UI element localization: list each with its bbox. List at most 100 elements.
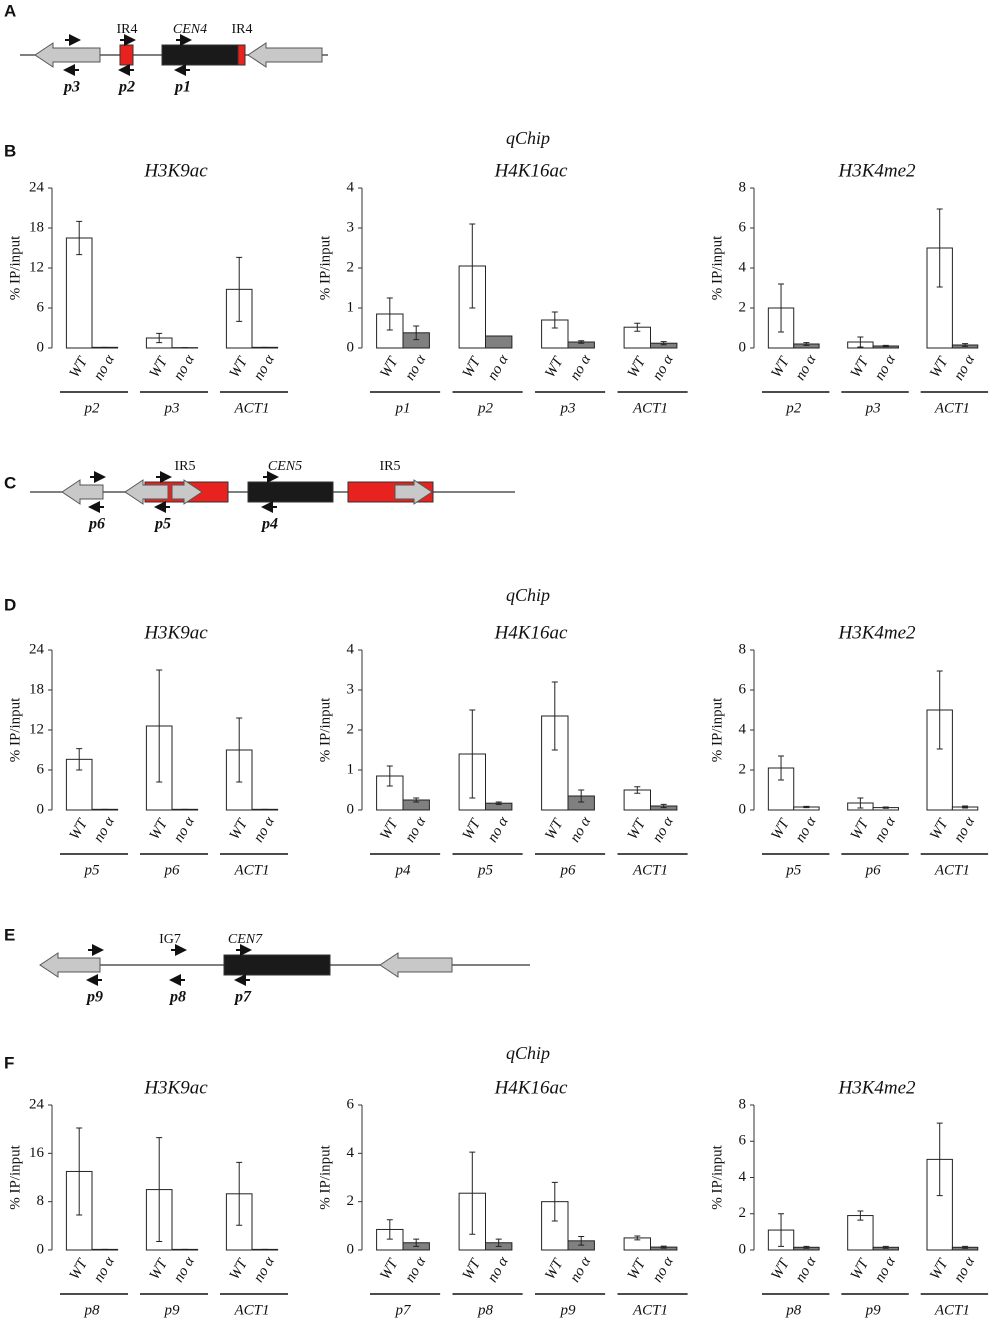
y-tick-label: 3 xyxy=(347,681,355,697)
group-label: ACT1 xyxy=(632,862,668,878)
x-tick-label: WT xyxy=(67,353,92,380)
x-tick-label: no α xyxy=(650,813,678,845)
x-tick-label: WT xyxy=(768,1255,793,1282)
panel-label: A xyxy=(4,1,16,20)
y-tick-label: 12 xyxy=(29,259,44,275)
error-bar xyxy=(551,1181,558,1222)
x-tick-label: no α xyxy=(171,351,199,383)
group-label: p9 xyxy=(865,1302,882,1318)
x-tick-label: WT xyxy=(460,353,485,380)
group-label: p6 xyxy=(865,862,882,878)
x-tick-label: no α xyxy=(792,813,820,845)
region-label: IG7 xyxy=(159,932,181,947)
error-bar xyxy=(469,223,476,309)
error-bar xyxy=(882,1245,889,1249)
error-bar xyxy=(634,786,641,794)
x-tick-label: no α xyxy=(171,813,199,845)
bar xyxy=(847,1215,874,1251)
section-title: qChip xyxy=(506,585,550,605)
region-box xyxy=(247,481,334,503)
x-tick-label: WT xyxy=(927,815,952,842)
error-bar xyxy=(857,336,864,348)
element-arrow xyxy=(379,952,453,978)
group-label: p2 xyxy=(477,400,494,416)
x-tick-label: WT xyxy=(768,815,793,842)
x-tick-label: WT xyxy=(625,815,650,842)
x-tick-label: no α xyxy=(567,351,595,383)
x-tick-label: WT xyxy=(848,1255,873,1282)
y-axis-label: % IP/input xyxy=(7,1144,23,1209)
group-label: ACT1 xyxy=(233,400,269,416)
x-tick-label: no α xyxy=(951,1253,979,1285)
error-bar xyxy=(778,755,785,781)
group-label: p6 xyxy=(164,862,181,878)
x-tick-label: no α xyxy=(251,351,279,383)
y-tick-label: 2 xyxy=(739,299,747,315)
panel-label: F xyxy=(4,1053,14,1072)
x-tick-label: WT xyxy=(67,815,92,842)
y-axis-label: % IP/input xyxy=(709,1144,725,1209)
error-bar xyxy=(857,797,864,809)
y-tick-label: 0 xyxy=(37,339,45,355)
x-tick-label: no α xyxy=(402,813,430,845)
group-label: ACT1 xyxy=(934,862,970,878)
x-tick-label: WT xyxy=(460,815,485,842)
chart-title: H3K9ac xyxy=(143,160,208,181)
y-tick-label: 8 xyxy=(739,1096,747,1112)
y-axis-label: % IP/input xyxy=(709,235,725,300)
y-tick-label: 12 xyxy=(29,721,44,737)
error-bar xyxy=(156,669,163,783)
error-bar xyxy=(778,283,785,333)
bar xyxy=(485,335,513,349)
primer-label: p9 xyxy=(85,989,103,1006)
group-label: p8 xyxy=(477,1302,494,1318)
y-tick-label: 0 xyxy=(347,339,355,355)
region-label: IR4 xyxy=(117,22,138,37)
x-tick-label: WT xyxy=(227,1255,252,1282)
primer-label: p2 xyxy=(117,79,135,96)
chart-title: H3K9ac xyxy=(143,1077,208,1098)
region-box xyxy=(119,44,134,66)
group-label: p5 xyxy=(84,862,101,878)
element-arrow xyxy=(39,952,101,978)
x-tick-label: no α xyxy=(567,813,595,845)
group-label: p8 xyxy=(84,1302,101,1318)
bar xyxy=(65,237,93,349)
x-tick-label: WT xyxy=(625,1255,650,1282)
region-label: IR5 xyxy=(380,459,401,474)
bar xyxy=(376,775,404,811)
primer-label: p8 xyxy=(168,989,186,1006)
element-arrow xyxy=(34,42,101,68)
x-tick-label: no α xyxy=(402,1253,430,1285)
x-tick-label: WT xyxy=(848,353,873,380)
error-bar xyxy=(660,1245,667,1249)
element-arrow xyxy=(394,479,433,505)
y-tick-label: 6 xyxy=(739,681,747,697)
error-bar xyxy=(778,1213,785,1247)
x-tick-label: WT xyxy=(542,353,567,380)
y-tick-label: 8 xyxy=(739,179,747,195)
y-tick-label: 18 xyxy=(29,681,44,697)
y-tick-label: 2 xyxy=(739,761,747,777)
x-tick-label: no α xyxy=(171,1253,199,1285)
group-label: p2 xyxy=(84,400,101,416)
y-tick-label: 8 xyxy=(37,1193,45,1209)
error-bar xyxy=(936,670,943,750)
group-label: ACT1 xyxy=(233,1302,269,1318)
region-label: CEN4 xyxy=(173,22,207,37)
error-bar xyxy=(413,325,420,341)
x-tick-label: WT xyxy=(377,353,402,380)
bar xyxy=(926,1158,953,1251)
error-bar xyxy=(236,1161,243,1226)
x-tick-label: WT xyxy=(460,1255,485,1282)
section-title: qChip xyxy=(506,128,550,148)
panel-label: B xyxy=(4,141,16,160)
group-label: ACT1 xyxy=(934,400,970,416)
y-tick-label: 6 xyxy=(347,1096,355,1112)
x-tick-label: no α xyxy=(872,351,900,383)
error-bar xyxy=(236,256,243,322)
y-tick-label: 24 xyxy=(29,179,45,195)
x-tick-label: WT xyxy=(768,353,793,380)
x-tick-label: WT xyxy=(625,353,650,380)
